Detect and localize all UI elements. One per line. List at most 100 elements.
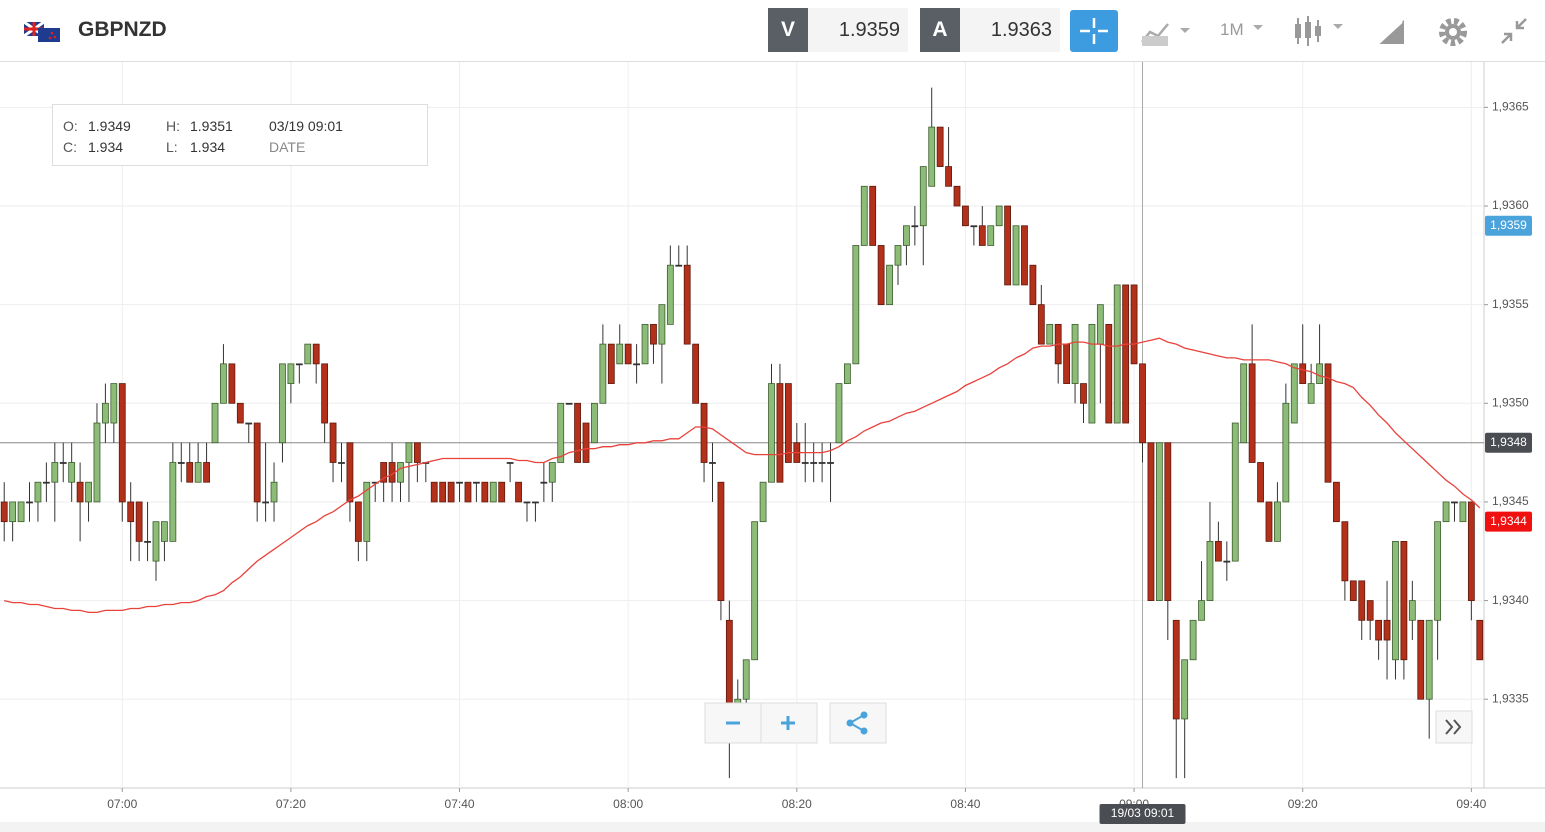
candle-body <box>1316 363 1323 384</box>
zoom-out-button[interactable] <box>704 702 762 744</box>
zoom-in-button[interactable] <box>760 702 818 744</box>
candle-body <box>877 245 885 306</box>
symbol: GBPNZD <box>78 18 167 41</box>
crosshair-x-tag <box>1099 804 1186 824</box>
crosshair-button[interactable] <box>1070 10 1118 52</box>
candle-body <box>1122 284 1130 424</box>
candle-body <box>51 462 59 483</box>
y-tick-label: 1,9350 <box>1492 395 1529 409</box>
candle-body <box>860 185 868 246</box>
candle-body <box>810 462 818 464</box>
y-tick-label: 1,9365 <box>1492 100 1529 114</box>
draw-button[interactable] <box>1374 16 1408 46</box>
candle-body <box>928 126 936 187</box>
candle-body <box>26 501 33 504</box>
candle-body <box>1333 481 1340 523</box>
candle-body <box>1071 323 1079 384</box>
candle-body <box>245 422 253 425</box>
candle-body <box>363 481 371 542</box>
candle-body <box>101 402 109 424</box>
candle-body <box>186 462 194 483</box>
x-tick-label: 07:20 <box>276 797 306 811</box>
candle-body <box>295 363 303 366</box>
collapse-button[interactable] <box>1498 15 1532 49</box>
x-tick-label: 08:00 <box>613 797 643 811</box>
scroll-end-button[interactable] <box>1435 710 1473 744</box>
x-tick-label: 08:40 <box>950 797 980 811</box>
x-tick-label: 07:40 <box>445 797 475 811</box>
candle-body <box>599 343 607 404</box>
crosshair-x-label: 19/03 09:01 <box>1111 806 1175 820</box>
sell-label[interactable]: V <box>768 8 808 52</box>
x-tick-label: 07:00 <box>107 797 137 811</box>
candle-body <box>464 481 472 503</box>
candle-body <box>1341 521 1349 582</box>
chart-type-button[interactable] <box>1140 18 1196 48</box>
price-tag <box>1485 215 1532 236</box>
scrollbar[interactable] <box>0 822 1545 832</box>
buy-price[interactable]: 1.9363 <box>960 8 1060 52</box>
candle-body <box>852 245 860 365</box>
candle-body <box>911 225 919 228</box>
candle-body <box>1442 501 1450 523</box>
candle-body <box>321 363 329 424</box>
candle-body <box>658 304 666 345</box>
timeframe-button[interactable]: 1M <box>1220 20 1244 39</box>
candle-body <box>557 402 565 463</box>
candle-body <box>346 442 354 503</box>
header: GBPNZD V 1.9359 A 1.9363 1M <box>0 0 1545 62</box>
candle-body <box>1274 501 1281 542</box>
candle-body <box>818 462 826 464</box>
candle-body <box>1467 501 1475 601</box>
candle-body <box>945 166 952 187</box>
candle-body <box>1172 619 1180 720</box>
candle-body <box>1088 323 1096 424</box>
candle-body <box>591 402 598 444</box>
candle-body <box>472 481 480 484</box>
candle-body <box>110 383 118 424</box>
candle-body <box>287 363 295 384</box>
candle-body <box>456 481 463 484</box>
candle-body <box>683 264 691 345</box>
x-tick-label: 09:20 <box>1288 797 1318 811</box>
share-button[interactable] <box>829 702 887 744</box>
crosshair-y-tag <box>1485 432 1532 453</box>
settings-button[interactable] <box>1436 15 1470 49</box>
candle-body <box>1282 402 1290 503</box>
price-tag-label: 1,9359 <box>1490 218 1527 232</box>
candle-body <box>1012 225 1020 286</box>
candle-body <box>1096 304 1104 345</box>
buy-label[interactable]: A <box>920 8 960 52</box>
sell-price[interactable]: 1.9359 <box>808 8 908 52</box>
candle-body <box>1021 225 1028 286</box>
candle-body <box>1324 363 1332 483</box>
candle-body <box>607 343 615 384</box>
candle-body <box>236 402 244 424</box>
candle-body <box>397 462 404 483</box>
candle-body <box>194 462 202 483</box>
high-value: 1.9351 <box>190 118 233 134</box>
low-label: L: <box>166 139 178 155</box>
low-value: 1.934 <box>190 139 226 155</box>
candle-body <box>270 481 278 503</box>
date-label: DATE <box>269 139 306 155</box>
candle-body <box>1198 600 1205 621</box>
timeframe-caret <box>1253 25 1263 30</box>
candle-body <box>1375 619 1383 641</box>
close-value: 1.934 <box>88 139 124 155</box>
candle-body <box>144 540 151 543</box>
candle-body <box>312 343 320 365</box>
candle-body <box>354 501 362 542</box>
candles-button[interactable] <box>1292 14 1350 48</box>
x-tick-label: 09:40 <box>1456 797 1486 811</box>
candle-body <box>1046 323 1054 345</box>
candle-body <box>220 363 227 404</box>
candle-body <box>751 521 759 661</box>
candle-body <box>1290 363 1298 424</box>
candle-body <box>1231 422 1239 562</box>
y-tick-label: 1,9345 <box>1492 494 1529 508</box>
candle-body <box>768 383 775 483</box>
candle-body <box>279 363 286 444</box>
candle-body <box>1451 501 1458 504</box>
candle-body <box>59 462 67 464</box>
